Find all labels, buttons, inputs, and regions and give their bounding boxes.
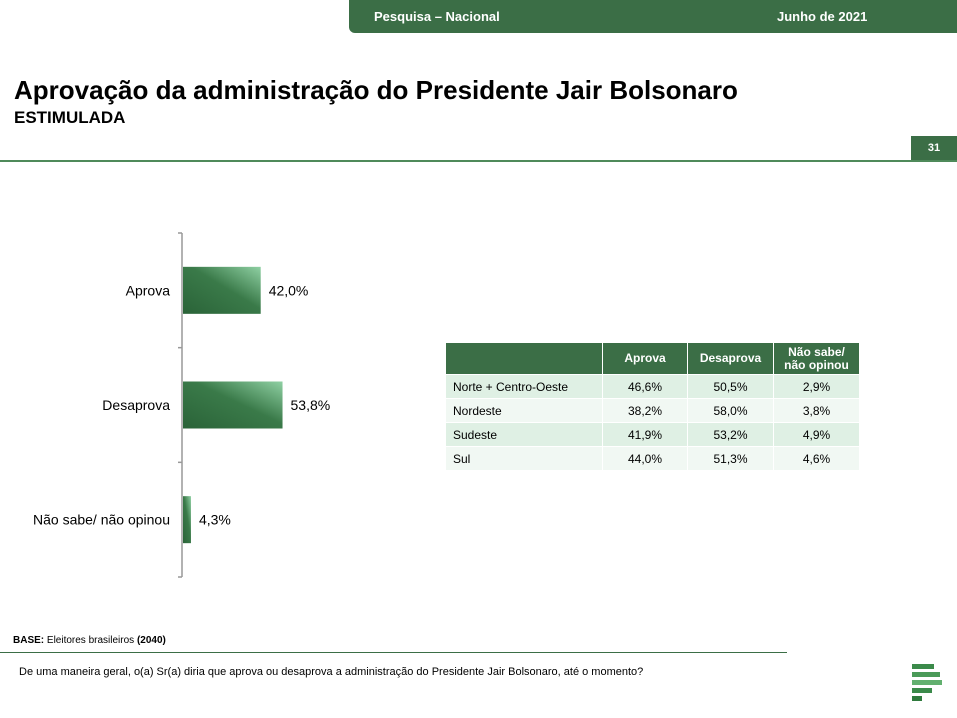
table-cell-region: Norte + Centro-Oeste [446, 375, 602, 398]
survey-name: Pesquisa – Nacional [374, 9, 500, 24]
table-cell: 4,9% [774, 423, 859, 446]
chart-value-label: 4,3% [199, 512, 231, 528]
region-table: Aprova Desaprova Não sabe/ não opinou No… [445, 342, 860, 471]
header-bar: Pesquisa – Nacional Junho de 2021 [349, 0, 957, 33]
footer-divider [0, 652, 787, 653]
table-cell: 51,3% [688, 447, 773, 470]
table-row: Norte + Centro-Oeste 46,6% 50,5% 2,9% [446, 375, 859, 398]
survey-date: Junho de 2021 [777, 9, 868, 24]
table-header-row: Aprova Desaprova Não sabe/ não opinou [446, 343, 859, 374]
table-header-aprova: Aprova [603, 343, 687, 374]
table-cell: 2,9% [774, 375, 859, 398]
table-cell: 3,8% [774, 399, 859, 422]
table-cell-region: Sul [446, 447, 602, 470]
table-cell: 44,0% [603, 447, 687, 470]
table-row: Sul 44,0% 51,3% 4,6% [446, 447, 859, 470]
table-header-region [446, 343, 602, 374]
table-cell: 38,2% [603, 399, 687, 422]
chart-category-label: Não sabe/ não opinou [33, 512, 170, 528]
table-cell: 46,6% [603, 375, 687, 398]
survey-question: De uma maneira geral, o(a) Sr(a) diria q… [19, 666, 644, 678]
base-text: Eleitores brasileiros [44, 635, 137, 646]
base-count: (2040) [136, 635, 166, 646]
chart-value-label: 42,0% [269, 282, 309, 298]
chart-bar [183, 496, 191, 544]
brand-logo-icon [912, 664, 942, 701]
table-cell: 53,2% [688, 423, 773, 446]
chart-bar [183, 381, 283, 429]
table-cell: 50,5% [688, 375, 773, 398]
table-row: Nordeste 38,2% 58,0% 3,8% [446, 399, 859, 422]
base-note: BASE: Eleitores brasileiros (2040) [13, 635, 166, 646]
table-cell: 58,0% [688, 399, 773, 422]
table-cell: 41,9% [603, 423, 687, 446]
base-label: BASE: [13, 635, 45, 646]
table-header-nao-sabe: Não sabe/ não opinou [774, 343, 859, 374]
page-title: Aprovação da administração do Presidente… [14, 75, 738, 105]
chart-category-label: Desaprova [102, 397, 170, 413]
table-row: Sudeste 41,9% 53,2% 4,9% [446, 423, 859, 446]
table-cell-region: Nordeste [446, 399, 602, 422]
title-divider [0, 160, 957, 162]
page-number: 31 [911, 136, 957, 160]
page-subtitle: ESTIMULADA [14, 108, 126, 127]
chart-category-label: Aprova [126, 282, 171, 298]
chart-bar [183, 266, 261, 314]
table-cell-region: Sudeste [446, 423, 602, 446]
approval-bar-chart: Aprova 42,0% Desaprova 53,8% Não sabe/ não o… [33, 232, 331, 578]
chart-value-label: 53,8% [291, 397, 331, 413]
table-cell: 4,6% [774, 447, 859, 470]
table-header-desaprova: Desaprova [688, 343, 773, 374]
